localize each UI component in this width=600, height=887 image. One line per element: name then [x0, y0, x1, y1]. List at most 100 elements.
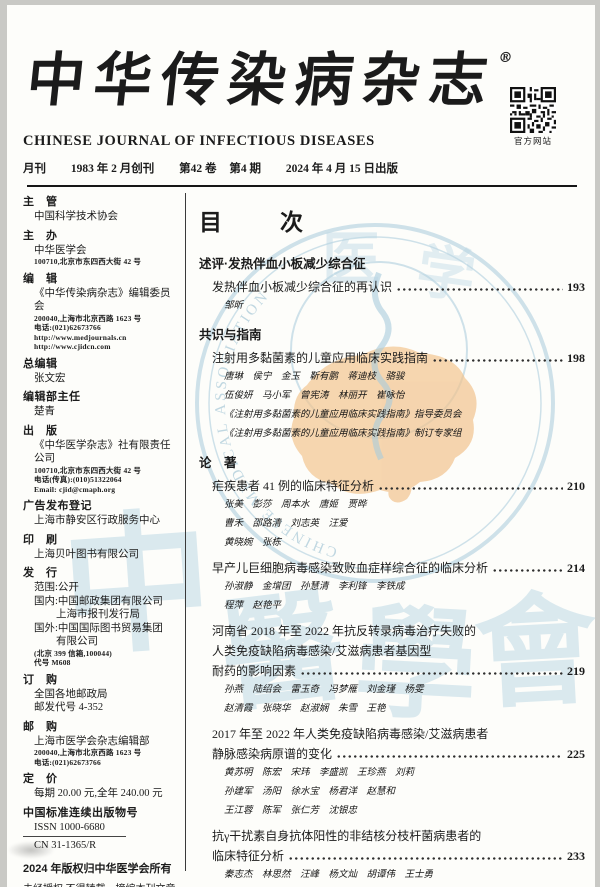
- page-number: 214: [567, 561, 585, 575]
- masthead-sidebar: 主 管中国科学技术协会主 办中华医学会 100710,北京市东四西大街 42 号编…: [23, 191, 185, 887]
- article-title-line: 疟疾患者 41 例的临床特征分析: [212, 479, 375, 493]
- sidebar-block-line: 200040,上海市北京西路 1623 号: [34, 313, 142, 323]
- toc-item: 河南省 2018 年至 2022 年抗反转录病毒治疗失败的 人类免疫缺陷病毒感染/…: [199, 621, 585, 719]
- sidebar-block-line: 上海市报刊发行局: [56, 609, 140, 620]
- toc-section-title: 述评·发热伴血小板减少综合征: [199, 257, 366, 271]
- author-line: 黄晓婉 张栋: [224, 538, 282, 548]
- sidebar-block-line: 国内:中国邮政集团有限公司: [34, 595, 163, 607]
- article-title-line: 2017 年至 2022 年人类免疫缺陷病毒感染/艾滋病患者: [212, 727, 489, 741]
- article-title-line: 耐药的影响因素: [212, 664, 297, 678]
- author-line: 《注射用多黏菌素的儿童应用临床实践指南》指导委员会: [224, 410, 462, 420]
- sidebar-block-line: 有限公司: [56, 636, 98, 647]
- article-title-row: 发热伴血小板减少综合征的再认识 193: [199, 277, 585, 297]
- sidebar-block-line: 100710,北京市东四西大街 42 号: [34, 465, 142, 475]
- sidebar-block-line: 电话:(021)62673766: [34, 323, 101, 332]
- article-title-line: 注射用多黏菌素的儿童应用临床实践指南: [212, 351, 429, 365]
- table-of-contents: 目 次 述评·发热伴血小板减少综合征 发热伴血小板减少综合征的再认识 193 邹昕 共识…: [186, 191, 587, 887]
- qr-caption: 官方网站: [513, 136, 552, 146]
- toc-item: 疟疾患者 41 例的临床特征分析 210 张美 彭莎 周本水 唐姬 贾晔 曹禾 邵路清…: [199, 476, 585, 553]
- disclaimer-line: 未经授权,不得转载、摘编本刊文章,不得使用本刊的版式设计: [23, 883, 179, 887]
- sidebar-block: 总编辑张文宏: [23, 357, 179, 386]
- column-divider: [185, 193, 186, 871]
- page-number: 198: [567, 351, 585, 365]
- author-line: 黄苏明 陈宏 宋玮 李盛凯 王珍燕 刘莉: [224, 768, 415, 778]
- page-number: 225: [567, 747, 585, 761]
- leader-dots: [396, 277, 563, 297]
- sidebar-block-line: 全国各地邮政局: [34, 688, 108, 700]
- sidebar-block-line: 代号 M608: [34, 658, 71, 667]
- sidebar-block-line: http://www.cjidcn.com: [34, 342, 111, 351]
- article-title-row: 疟疾患者 41 例的临床特征分析 210: [199, 476, 585, 496]
- sidebar-block-line: 200040,上海市北京西路 1623 号: [34, 748, 142, 757]
- sidebar-block-label: 邮 购: [23, 720, 58, 733]
- toc-sections: 述评·发热伴血小板减少综合征 发热伴血小板减少综合征的再认识 193 邹昕 共识与指南注…: [199, 255, 585, 887]
- leader-dots: [336, 744, 563, 764]
- article-title-row: 耐药的影响因素 219: [199, 661, 585, 681]
- sidebar-block-line: 上海贝叶图书有限公司: [34, 548, 139, 560]
- sidebar-block-label: 中国标准连续出版物号: [23, 806, 138, 819]
- journal-cover-page: CHINESE MEDICAL ASSOCIATION 中 醫 學 會 医 学 …: [7, 5, 595, 887]
- author-line: 《注射用多黏菌素的儿童应用临床实践指南》制订专家组: [224, 429, 462, 439]
- leader-dots: [492, 558, 563, 578]
- sidebar-block-line: 《中华传染病杂志》编辑委员会: [34, 287, 171, 313]
- sidebar-block-label: 编 辑: [23, 272, 58, 285]
- sidebar-block-line: (北京 399 信箱,100044): [34, 648, 112, 658]
- author-line: 孙燕 陆绍会 雷玉奇 冯梦雁 刘金瑾 杨雯: [224, 685, 424, 695]
- sidebar-blocks: 主 管中国科学技术协会主 办中华医学会 100710,北京市东四西大街 42 号编…: [23, 195, 179, 853]
- sidebar-block-line: 张文宏: [34, 372, 66, 384]
- author-line: 王江蓉 陈军 张仁芳 沈银忠: [224, 806, 358, 816]
- sidebar-block: 订 购全国各地邮政局 邮发代号 4-352: [23, 673, 179, 715]
- issue-number: 第4 期: [229, 163, 261, 175]
- qr-code-icon: [510, 87, 556, 133]
- sidebar-block-label: 广告发布登记: [23, 500, 92, 512]
- sidebar-block-line: 电话:(021)62673766: [34, 757, 101, 767]
- sidebar-block-label: 编辑部主任: [23, 391, 81, 403]
- page-number: 193: [567, 280, 585, 294]
- journal-title-en: CHINESE JOURNAL OF INFECTIOUS DISEASES: [23, 133, 375, 149]
- article-title-row: 临床特征分析 233: [199, 846, 585, 866]
- sidebar-block-line: 上海市医学会杂志编辑部: [34, 735, 150, 747]
- sidebar-block-line: Email: cjid@cmaph.org: [34, 484, 116, 494]
- sidebar-block-line: 100710,北京市东四西大街 42 号: [34, 257, 142, 266]
- toc-section-title: 论 著: [199, 456, 237, 470]
- copyright-notice: 2024 年版权归中华医学会所有: [23, 862, 172, 875]
- author-line: 孙建军 汤阳 徐水宝 杨君洋 赵慧和: [224, 787, 396, 797]
- sidebar-block-label: 总编辑: [23, 357, 58, 370]
- sidebar-block: 编 辑《中华传染病杂志》编辑委员会 200040,上海市北京西路 1623 号电话…: [23, 272, 179, 352]
- issue-info-line: 月刊 1983 年 2 月创刊 第42 卷 第4 期 2024 年 4 月 15…: [23, 160, 581, 176]
- article-title-line: 人类免疫缺陷病毒感染/艾滋病患者基因型: [212, 644, 432, 658]
- sidebar-block-line: 邮发代号 4-352: [34, 702, 104, 713]
- author-line: 秦志杰 林思然 汪峰 杨文灿 胡谭伟 王士勇: [224, 870, 434, 880]
- sidebar-block-label: 出 版: [23, 424, 58, 437]
- sidebar-block: 编辑部主任 楚青: [23, 390, 179, 419]
- journal-title-cn-text: 中华传染病杂志: [23, 46, 500, 114]
- sidebar-block: 主 办中华医学会 100710,北京市东四西大街 42 号: [23, 229, 179, 267]
- header: 中华传染病杂志® CHINESE JOURNAL OF INFECTIOUS D…: [7, 5, 595, 187]
- sidebar-block-line: 国外:中国国际图书贸易集团: [34, 622, 163, 634]
- toc-item: 早产儿巨细胞病毒感染致败血症样综合征的临床分析 214 孙淑静 金增团 孙慧清 李利…: [199, 558, 585, 616]
- sidebar-block: 主 管中国科学技术协会: [23, 195, 179, 224]
- toc-item: 注射用多黏菌素的儿童应用临床实践指南 198 唐琳 侯宁 金玉 靳有鹏 蒋迪枝 骆骏…: [199, 348, 585, 444]
- sidebar-block-line: 中国科学技术协会: [34, 211, 118, 222]
- official-website-qr: 官方网站: [507, 87, 559, 147]
- article-title-line: 早产儿巨细胞病毒感染致败血症样综合征的临床分析: [212, 561, 489, 575]
- toc-section-title: 共识与指南: [199, 328, 262, 342]
- author-line: 伍俊妍 马小军 曾宪涛 林丽开 崔咏怡: [224, 391, 405, 401]
- sidebar-block-line: 电话(传真):(010)51322064: [34, 475, 122, 484]
- author-line: 唐琳 侯宁 金玉 靳有鹏 蒋迪枝 骆骏: [224, 372, 405, 382]
- toc-section: 共识与指南注射用多黏菌素的儿童应用临床实践指南 198 唐琳 侯宁 金玉 靳有鹏 蒋…: [199, 326, 585, 444]
- sidebar-block: 广告发布登记 上海市静安区行政服务中心: [23, 499, 179, 528]
- page-number: 210: [567, 479, 585, 493]
- article-title-line: 发热伴血小板减少综合征的再认识: [212, 280, 393, 294]
- toc-item: 2017 年至 2022 年人类免疫缺陷病毒感染/艾滋病患者 静脉感染病原谱的变化…: [199, 724, 585, 821]
- article-title-line: 临床特征分析: [212, 849, 285, 863]
- toc-heading: 目 次: [199, 209, 307, 235]
- toc-item: 抗γ干扰素自身抗体阳性的非结核分枝杆菌病患者的临床特征分析 233 秦志杰 林思然 …: [199, 826, 585, 887]
- sidebar-block: 定 价每期 20.00 元,全年 240.00 元: [23, 772, 179, 801]
- sidebar-block-line: 中华医学会: [34, 244, 87, 256]
- article-title-row: 早产儿巨细胞病毒感染致败血症样综合征的临床分析 214: [199, 558, 585, 578]
- article-title-line: 静脉感染病原谱的变化: [212, 747, 333, 761]
- header-rule: [27, 185, 577, 187]
- article-title-line: 抗γ干扰素自身抗体阳性的非结核分枝杆菌病患者的: [212, 829, 482, 843]
- issue-founded: 1983 年 2 月创刊: [70, 163, 155, 175]
